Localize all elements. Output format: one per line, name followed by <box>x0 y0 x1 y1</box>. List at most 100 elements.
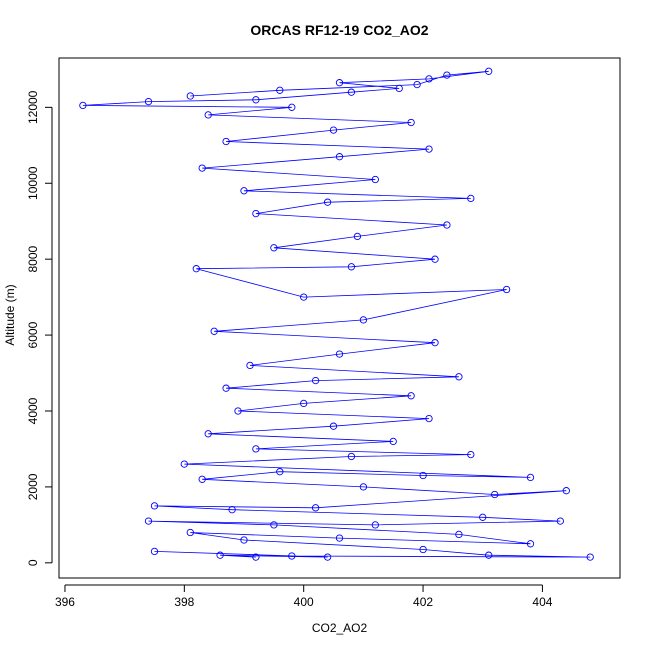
data-point <box>335 79 344 87</box>
data-point <box>467 450 475 459</box>
data-point <box>144 97 153 106</box>
data-point <box>335 534 344 542</box>
data-point <box>144 517 153 525</box>
data-point <box>300 293 308 301</box>
data-point <box>276 86 284 94</box>
data-point <box>234 407 242 415</box>
data-point <box>210 327 218 335</box>
data-point <box>288 103 296 111</box>
data-point <box>204 430 212 438</box>
chart-title: ORCAS RF12-19 CO2_AO2 <box>250 22 428 38</box>
data-point <box>419 545 427 554</box>
data-layer <box>79 67 594 561</box>
data-point <box>186 92 194 100</box>
data-point <box>455 530 463 539</box>
x-tick-label: 398 <box>174 595 194 609</box>
data-point <box>443 221 451 229</box>
data-point <box>323 198 332 206</box>
data-point <box>288 552 296 560</box>
data-point <box>455 373 463 381</box>
data-point <box>300 399 308 408</box>
data-point <box>347 263 356 271</box>
data-point <box>198 475 206 483</box>
y-tick-label: 12000 <box>26 90 40 124</box>
data-point <box>252 209 260 218</box>
y-tick-label: 2000 <box>26 473 40 500</box>
y-tick-label: 6000 <box>26 321 40 348</box>
data-point <box>371 521 379 529</box>
data-point <box>347 452 356 461</box>
y-tick-label: 8000 <box>26 245 40 272</box>
data-point <box>413 80 421 89</box>
y-axis: 0 2000 4000 6000 8000 10000 12000 <box>26 90 53 566</box>
data-point <box>222 137 230 146</box>
x-axis-title: CO2_AO2 <box>312 621 368 635</box>
y-tick-label: 4000 <box>26 397 40 424</box>
data-point <box>198 164 206 172</box>
data-point <box>526 473 535 482</box>
data-point <box>526 540 535 548</box>
plot-frame <box>58 57 621 579</box>
data-point <box>150 547 159 556</box>
y-tick-label: 0 <box>26 559 40 566</box>
data-point <box>329 126 338 134</box>
data-point <box>485 67 493 75</box>
data-point <box>79 101 87 110</box>
data-point <box>228 506 236 514</box>
data-point <box>329 422 338 430</box>
data-point <box>502 285 511 294</box>
data-point <box>431 339 439 347</box>
data-point <box>252 96 260 104</box>
series-line <box>82 70 591 558</box>
data-point <box>389 437 397 446</box>
data-point <box>311 504 320 512</box>
data-point <box>270 244 278 252</box>
data-point <box>276 468 284 476</box>
data-point <box>186 528 194 537</box>
data-point <box>252 553 260 561</box>
data-point <box>485 551 493 559</box>
y-tick-label: 10000 <box>26 166 40 200</box>
x-tick-label: 400 <box>294 595 314 609</box>
data-point <box>359 483 368 491</box>
data-point <box>556 517 564 525</box>
data-point <box>407 118 415 127</box>
data-point <box>323 553 332 561</box>
data-point <box>216 551 224 559</box>
data-point <box>222 384 230 392</box>
data-point <box>335 153 344 161</box>
data-point <box>479 513 487 521</box>
data-point <box>192 265 200 273</box>
data-point <box>270 521 278 529</box>
data-point <box>431 255 439 263</box>
data-point <box>335 350 344 358</box>
data-point <box>240 536 248 544</box>
data-point <box>443 71 451 79</box>
data-point <box>467 194 475 203</box>
data-point <box>425 75 433 83</box>
data-point <box>240 187 248 195</box>
data-point <box>407 392 415 400</box>
x-axis: 396 398 400 402 404 <box>55 584 553 609</box>
data-point <box>491 490 499 499</box>
data-point <box>425 145 433 153</box>
data-point <box>395 84 403 93</box>
data-point <box>371 175 379 184</box>
data-point <box>150 502 159 510</box>
data-point <box>347 88 356 96</box>
data-point <box>359 316 368 324</box>
x-tick-label: 404 <box>532 595 552 609</box>
x-tick-label: 402 <box>413 595 433 609</box>
x-tick-label: 396 <box>55 595 75 609</box>
data-point <box>586 553 594 561</box>
data-point <box>180 460 188 468</box>
y-axis-title: Altitude (m) <box>3 284 17 345</box>
data-point <box>204 111 212 119</box>
data-point <box>311 376 320 385</box>
data-point <box>353 232 362 241</box>
data-point <box>425 414 433 423</box>
data-point <box>252 445 260 453</box>
